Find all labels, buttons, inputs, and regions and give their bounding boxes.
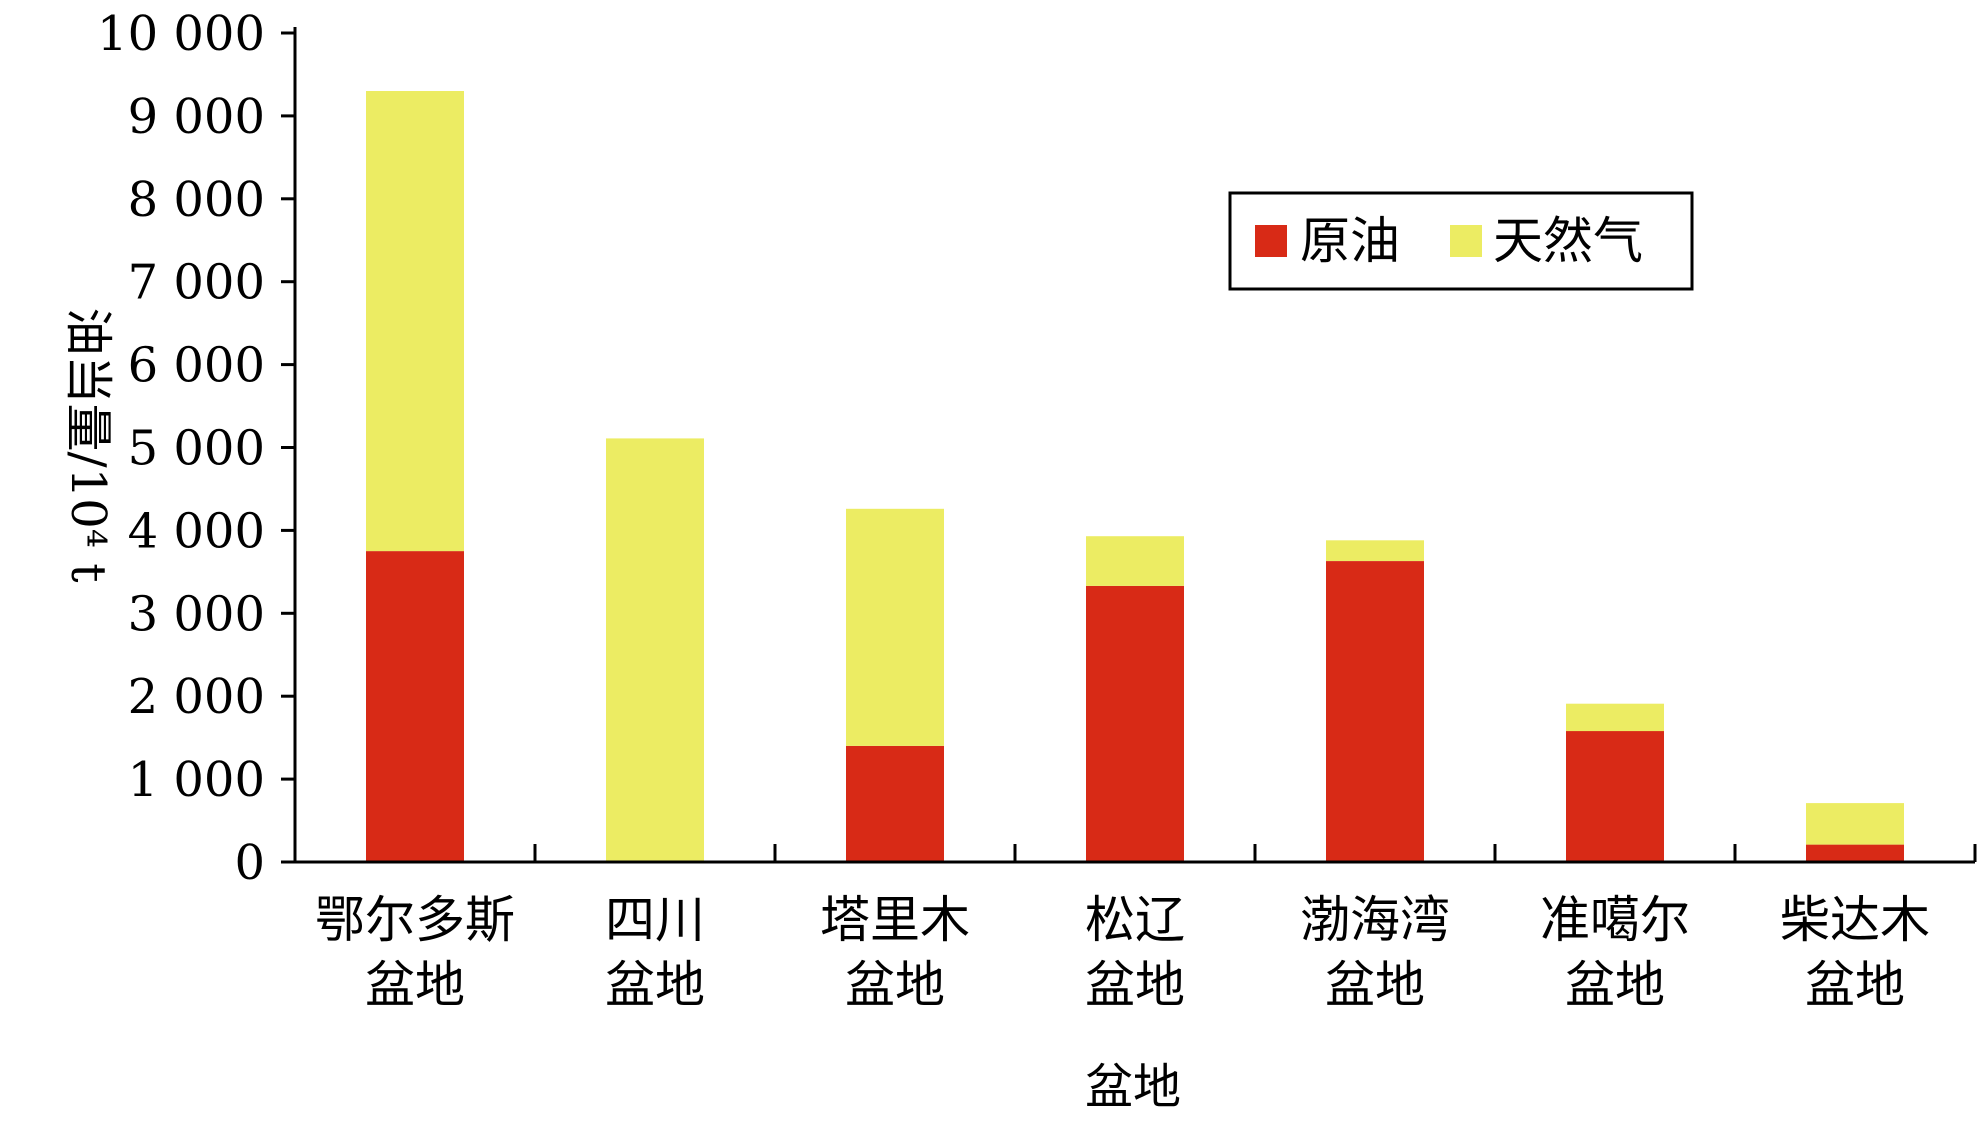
bar-natural-gas-6 xyxy=(1806,803,1904,845)
bars-layer xyxy=(366,91,1904,862)
y-tick-label-0: 0 xyxy=(234,835,265,891)
x-tick-label-0-line-0: 鄂尔多斯 xyxy=(315,891,515,949)
x-tick-label-2-line-1: 盆地 xyxy=(845,956,945,1014)
bar-crude-oil-3 xyxy=(1086,585,1184,862)
bar-natural-gas-2 xyxy=(846,508,944,746)
x-axis-title: 盆地 xyxy=(1085,1059,1181,1115)
y-tick-label-4: 4 000 xyxy=(128,503,265,559)
bar-crude-oil-2 xyxy=(846,745,944,862)
bar-natural-gas-5 xyxy=(1566,703,1664,732)
y-axis-title: 油当量/10⁴ t xyxy=(60,307,116,582)
x-tick-label-5-line-1: 盆地 xyxy=(1565,956,1665,1014)
legend-swatch-crude-oil xyxy=(1255,225,1287,257)
y-tick-label-2: 2 000 xyxy=(128,669,265,725)
bar-crude-oil-6 xyxy=(1806,844,1904,862)
y-ticks-layer: 0 1 000 2 000 3 000 4 000 5 000 6 000 7 000 8 00… xyxy=(97,6,295,891)
legend-swatch-natural-gas xyxy=(1450,225,1482,257)
bar-natural-gas-4 xyxy=(1326,540,1424,561)
y-tick-label-3: 3 000 xyxy=(128,586,265,642)
y-tick-label-5: 5 000 xyxy=(128,421,265,477)
y-tick-label-8: 8 000 xyxy=(128,172,265,228)
x-tick-label-1-line-1: 盆地 xyxy=(605,956,705,1014)
x-tick-label-6-line-0: 柴达木 xyxy=(1780,891,1930,949)
bar-natural-gas-0 xyxy=(366,91,464,552)
x-tick-label-1-line-0: 四川 xyxy=(605,891,705,949)
y-tick-label-7: 7 000 xyxy=(128,255,265,311)
x-tick-label-3-line-1: 盆地 xyxy=(1085,956,1185,1014)
axes-layer xyxy=(293,27,1977,864)
bar-natural-gas-1 xyxy=(606,438,704,862)
x-tick-label-0-line-1: 盆地 xyxy=(365,956,465,1014)
bar-natural-gas-3 xyxy=(1086,536,1184,586)
x-tick-label-5-line-0: 准噶尔 xyxy=(1540,891,1690,949)
legend-label-natural-gas: 天然气 xyxy=(1493,212,1643,270)
x-tick-label-6-line-1: 盆地 xyxy=(1805,956,1905,1014)
bar-crude-oil-0 xyxy=(366,551,464,862)
bar-crude-oil-4 xyxy=(1326,561,1424,862)
legend-label-crude-oil: 原油 xyxy=(1300,212,1400,270)
x-tick-label-2-line-0: 塔里木 xyxy=(820,891,970,949)
x-tick-label-4-line-1: 盆地 xyxy=(1325,956,1425,1014)
y-tick-label-9: 9 000 xyxy=(128,89,265,145)
bar-crude-oil-5 xyxy=(1566,731,1664,862)
y-tick-label-10: 10 000 xyxy=(97,6,265,62)
legend: 原油 天然气 xyxy=(1228,191,1694,291)
x-tick-label-3-line-0: 松辽 xyxy=(1085,891,1185,949)
y-tick-label-1: 1 000 xyxy=(128,752,265,808)
y-tick-label-6: 6 000 xyxy=(128,338,265,394)
legend-box xyxy=(1228,191,1694,291)
x-tick-label-4-line-0: 渤海湾 xyxy=(1300,891,1450,949)
